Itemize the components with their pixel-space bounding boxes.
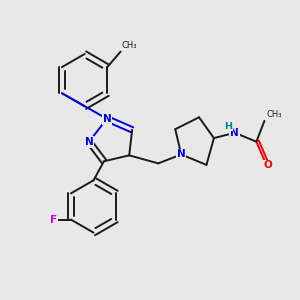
Text: O: O	[264, 160, 273, 170]
Text: N: N	[103, 114, 111, 124]
Text: N: N	[85, 137, 93, 147]
Text: F: F	[50, 214, 58, 224]
Text: N: N	[230, 128, 239, 138]
Text: H: H	[224, 122, 232, 131]
Text: CH₃: CH₃	[267, 110, 282, 119]
Text: N: N	[177, 149, 186, 160]
Text: CH₃: CH₃	[122, 41, 137, 50]
